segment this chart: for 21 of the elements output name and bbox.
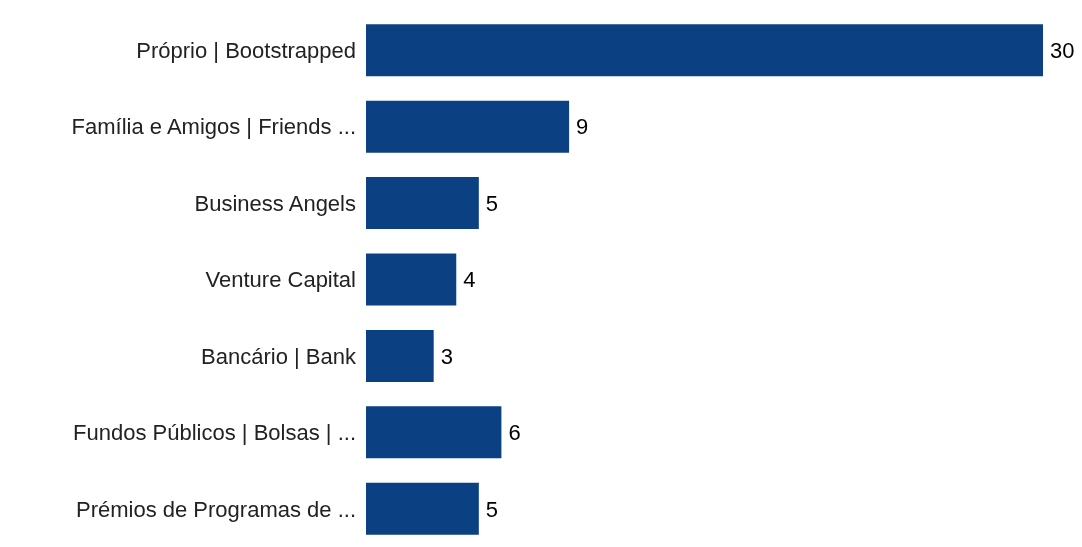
data-label: 6 [508, 420, 521, 446]
bar [366, 329, 434, 382]
bar [366, 177, 479, 230]
y-tick-label: Próprio | Bootstrapped [136, 38, 356, 64]
bar [366, 253, 457, 306]
data-label: 9 [576, 114, 589, 140]
data-label: 3 [440, 343, 453, 369]
data-label: 5 [485, 496, 499, 522]
bar [366, 24, 1043, 77]
data-label: 4 [463, 267, 476, 293]
bar [366, 406, 502, 459]
y-tick-label: Fundos Públicos | Bolsas | ... [73, 420, 356, 446]
data-label: 30 [1050, 38, 1075, 64]
bar [366, 482, 479, 535]
bar [366, 100, 570, 153]
y-tick-label: Venture Capital [205, 267, 356, 293]
y-tick-label: Business Angels [194, 190, 356, 216]
y-tick-label: Família e Amigos | Friends ... [71, 114, 356, 140]
y-tick-label: Prémios de Programas de ... [75, 496, 356, 522]
y-tick-label: Bancário | Bank [201, 343, 357, 369]
data-label: 5 [485, 190, 499, 216]
